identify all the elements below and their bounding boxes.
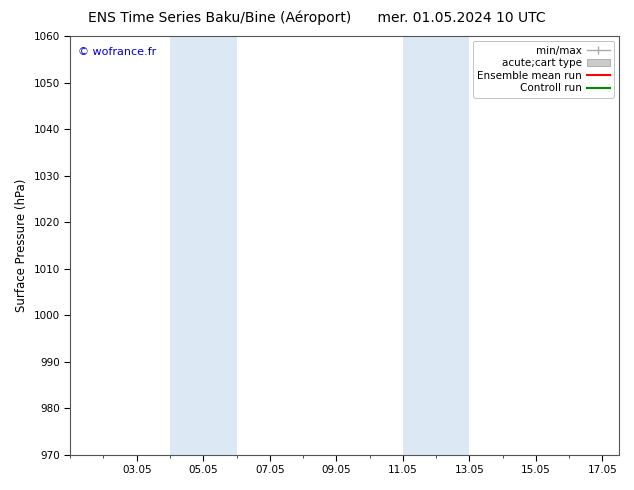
Text: © wofrance.fr: © wofrance.fr [79,47,157,57]
Bar [170,36,236,455]
Bar [403,36,469,455]
Y-axis label: Surface Pressure (hPa): Surface Pressure (hPa) [15,179,28,312]
Legend: min/max, acute;cart type, Ensemble mean run, Controll run: min/max, acute;cart type, Ensemble mean … [472,41,614,98]
Text: ENS Time Series Baku/Bine (Aéroport)      mer. 01.05.2024 10 UTC: ENS Time Series Baku/Bine (Aéroport) mer… [88,11,546,25]
